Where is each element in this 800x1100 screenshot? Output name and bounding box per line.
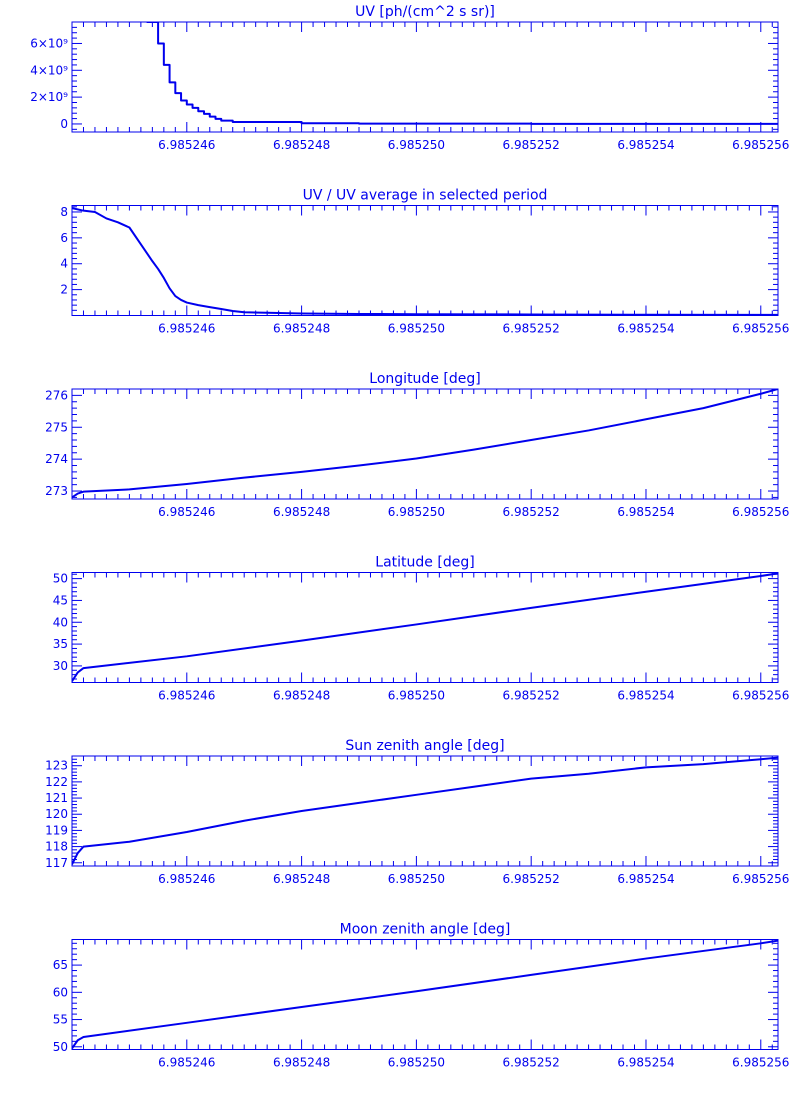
chart-panel-5: Sun zenith angle [deg] 6.985246 6.985248 6.… [45, 738, 789, 886]
y-tick-label: 6×10⁹ [30, 36, 68, 50]
y-tick-label: 45 [53, 593, 68, 607]
y-tick-label: 4×10⁹ [30, 63, 68, 77]
series-line-1 [72, 572, 778, 682]
plot-frame [71, 205, 779, 316]
chart-title: Latitude [deg] [375, 555, 474, 571]
x-tick-label: 6.985252 [503, 138, 560, 152]
x-tick-label: 6.985246 [158, 138, 215, 152]
x-tick-label: 6.985254 [617, 505, 674, 519]
chart-panel-4: Latitude [deg] 6.985246 6.985248 6.985250 6.… [53, 555, 790, 703]
y-tick-label: 2 [60, 283, 68, 297]
x-tick-label: 6.985248 [273, 872, 330, 886]
x-tick-label: 6.985246 [158, 872, 215, 886]
x-tick-label: 6.985250 [388, 1056, 445, 1070]
x-tick-label: 6.985256 [732, 138, 789, 152]
x-tick-label: 6.985256 [732, 1056, 789, 1070]
series-line-1 [72, 389, 778, 499]
x-tick-label: 6.985248 [273, 322, 330, 336]
x-tick-label: 6.985248 [273, 138, 330, 152]
y-tick-label: 2×10⁹ [30, 90, 68, 104]
plot-frame [71, 572, 779, 683]
y-tick-label: 65 [53, 958, 68, 972]
x-tick-label: 6.985252 [503, 689, 560, 703]
plot-frame [71, 755, 779, 867]
x-tick-label: 6.985246 [158, 1056, 215, 1070]
x-tick-label: 6.985250 [388, 872, 445, 886]
y-tick-label: 122 [45, 775, 68, 789]
x-tick-label: 6.985250 [388, 322, 445, 336]
chart-title: UV [ph/(cm^2 s sr)] [355, 4, 495, 20]
y-tick-label: 117 [45, 856, 68, 870]
y-tick-label: 123 [45, 759, 68, 773]
y-tick-label: 276 [45, 388, 68, 402]
x-tick-label: 6.985254 [617, 138, 674, 152]
y-tick-label: 121 [45, 791, 68, 805]
x-tick-label: 6.985250 [388, 505, 445, 519]
x-tick-label: 6.985248 [273, 1056, 330, 1070]
y-tick-label: 119 [45, 823, 68, 837]
x-tick-label: 6.985246 [158, 689, 215, 703]
x-tick-label: 6.985248 [273, 505, 330, 519]
y-tick-label: 273 [45, 484, 68, 498]
x-tick-label: 6.985252 [503, 872, 560, 886]
series-line-1 [72, 207, 778, 316]
x-tick-label: 6.985252 [503, 505, 560, 519]
y-tick-label: 274 [45, 452, 68, 466]
chart-title: Moon zenith angle [deg] [340, 922, 511, 938]
y-tick-label: 275 [45, 420, 68, 434]
chart-panel-6: Moon zenith angle [deg] 6.985246 6.985248 6… [53, 922, 790, 1070]
y-tick-label: 50 [53, 572, 68, 586]
y-tick-label: 0 [60, 117, 68, 131]
y-tick-label: 4 [60, 257, 68, 271]
y-tick-label: 55 [53, 1013, 68, 1027]
y-tick-label: 118 [45, 840, 68, 854]
x-tick-label: 6.985256 [732, 322, 789, 336]
y-tick-label: 6 [60, 231, 68, 245]
x-tick-label: 6.985256 [732, 505, 789, 519]
plot-frame [71, 939, 779, 1050]
y-tick-label: 120 [45, 807, 68, 821]
chart-panel-2: UV / UV average in selected period 6.9852… [60, 188, 789, 336]
x-tick-label: 6.985256 [732, 872, 789, 886]
chart-title: UV / UV average in selected period [303, 188, 548, 204]
y-tick-label: 8 [60, 205, 68, 219]
chart-panel-3: Longitude [deg] 6.985246 6.985248 6.985250 6… [45, 371, 789, 519]
series-line-1 [146, 22, 778, 125]
x-tick-label: 6.985254 [617, 872, 674, 886]
x-tick-label: 6.985256 [732, 689, 789, 703]
x-tick-label: 6.985254 [617, 1056, 674, 1070]
y-tick-label: 50 [53, 1040, 68, 1054]
chart-panel-1: UV [ph/(cm^2 s sr)] 6.985246 6.985248 6.985… [30, 4, 789, 152]
x-tick-label: 6.985252 [503, 1056, 560, 1070]
plot-frame [71, 21, 779, 133]
x-tick-label: 6.985250 [388, 138, 445, 152]
x-tick-label: 6.985250 [388, 689, 445, 703]
plot-frame [71, 388, 779, 500]
chart-title: Longitude [deg] [369, 371, 480, 387]
series-line-1 [72, 939, 778, 1049]
series-line-1 [72, 756, 778, 865]
y-tick-label: 40 [53, 615, 68, 629]
x-tick-label: 6.985248 [273, 689, 330, 703]
x-tick-label: 6.985254 [617, 689, 674, 703]
y-tick-label: 35 [53, 637, 68, 651]
y-tick-label: 30 [53, 659, 68, 673]
x-tick-label: 6.985246 [158, 505, 215, 519]
chart-title: Sun zenith angle [deg] [345, 738, 504, 754]
y-tick-label: 60 [53, 985, 68, 999]
x-tick-label: 6.985254 [617, 322, 674, 336]
x-tick-label: 6.985252 [503, 322, 560, 336]
x-tick-label: 6.985246 [158, 322, 215, 336]
